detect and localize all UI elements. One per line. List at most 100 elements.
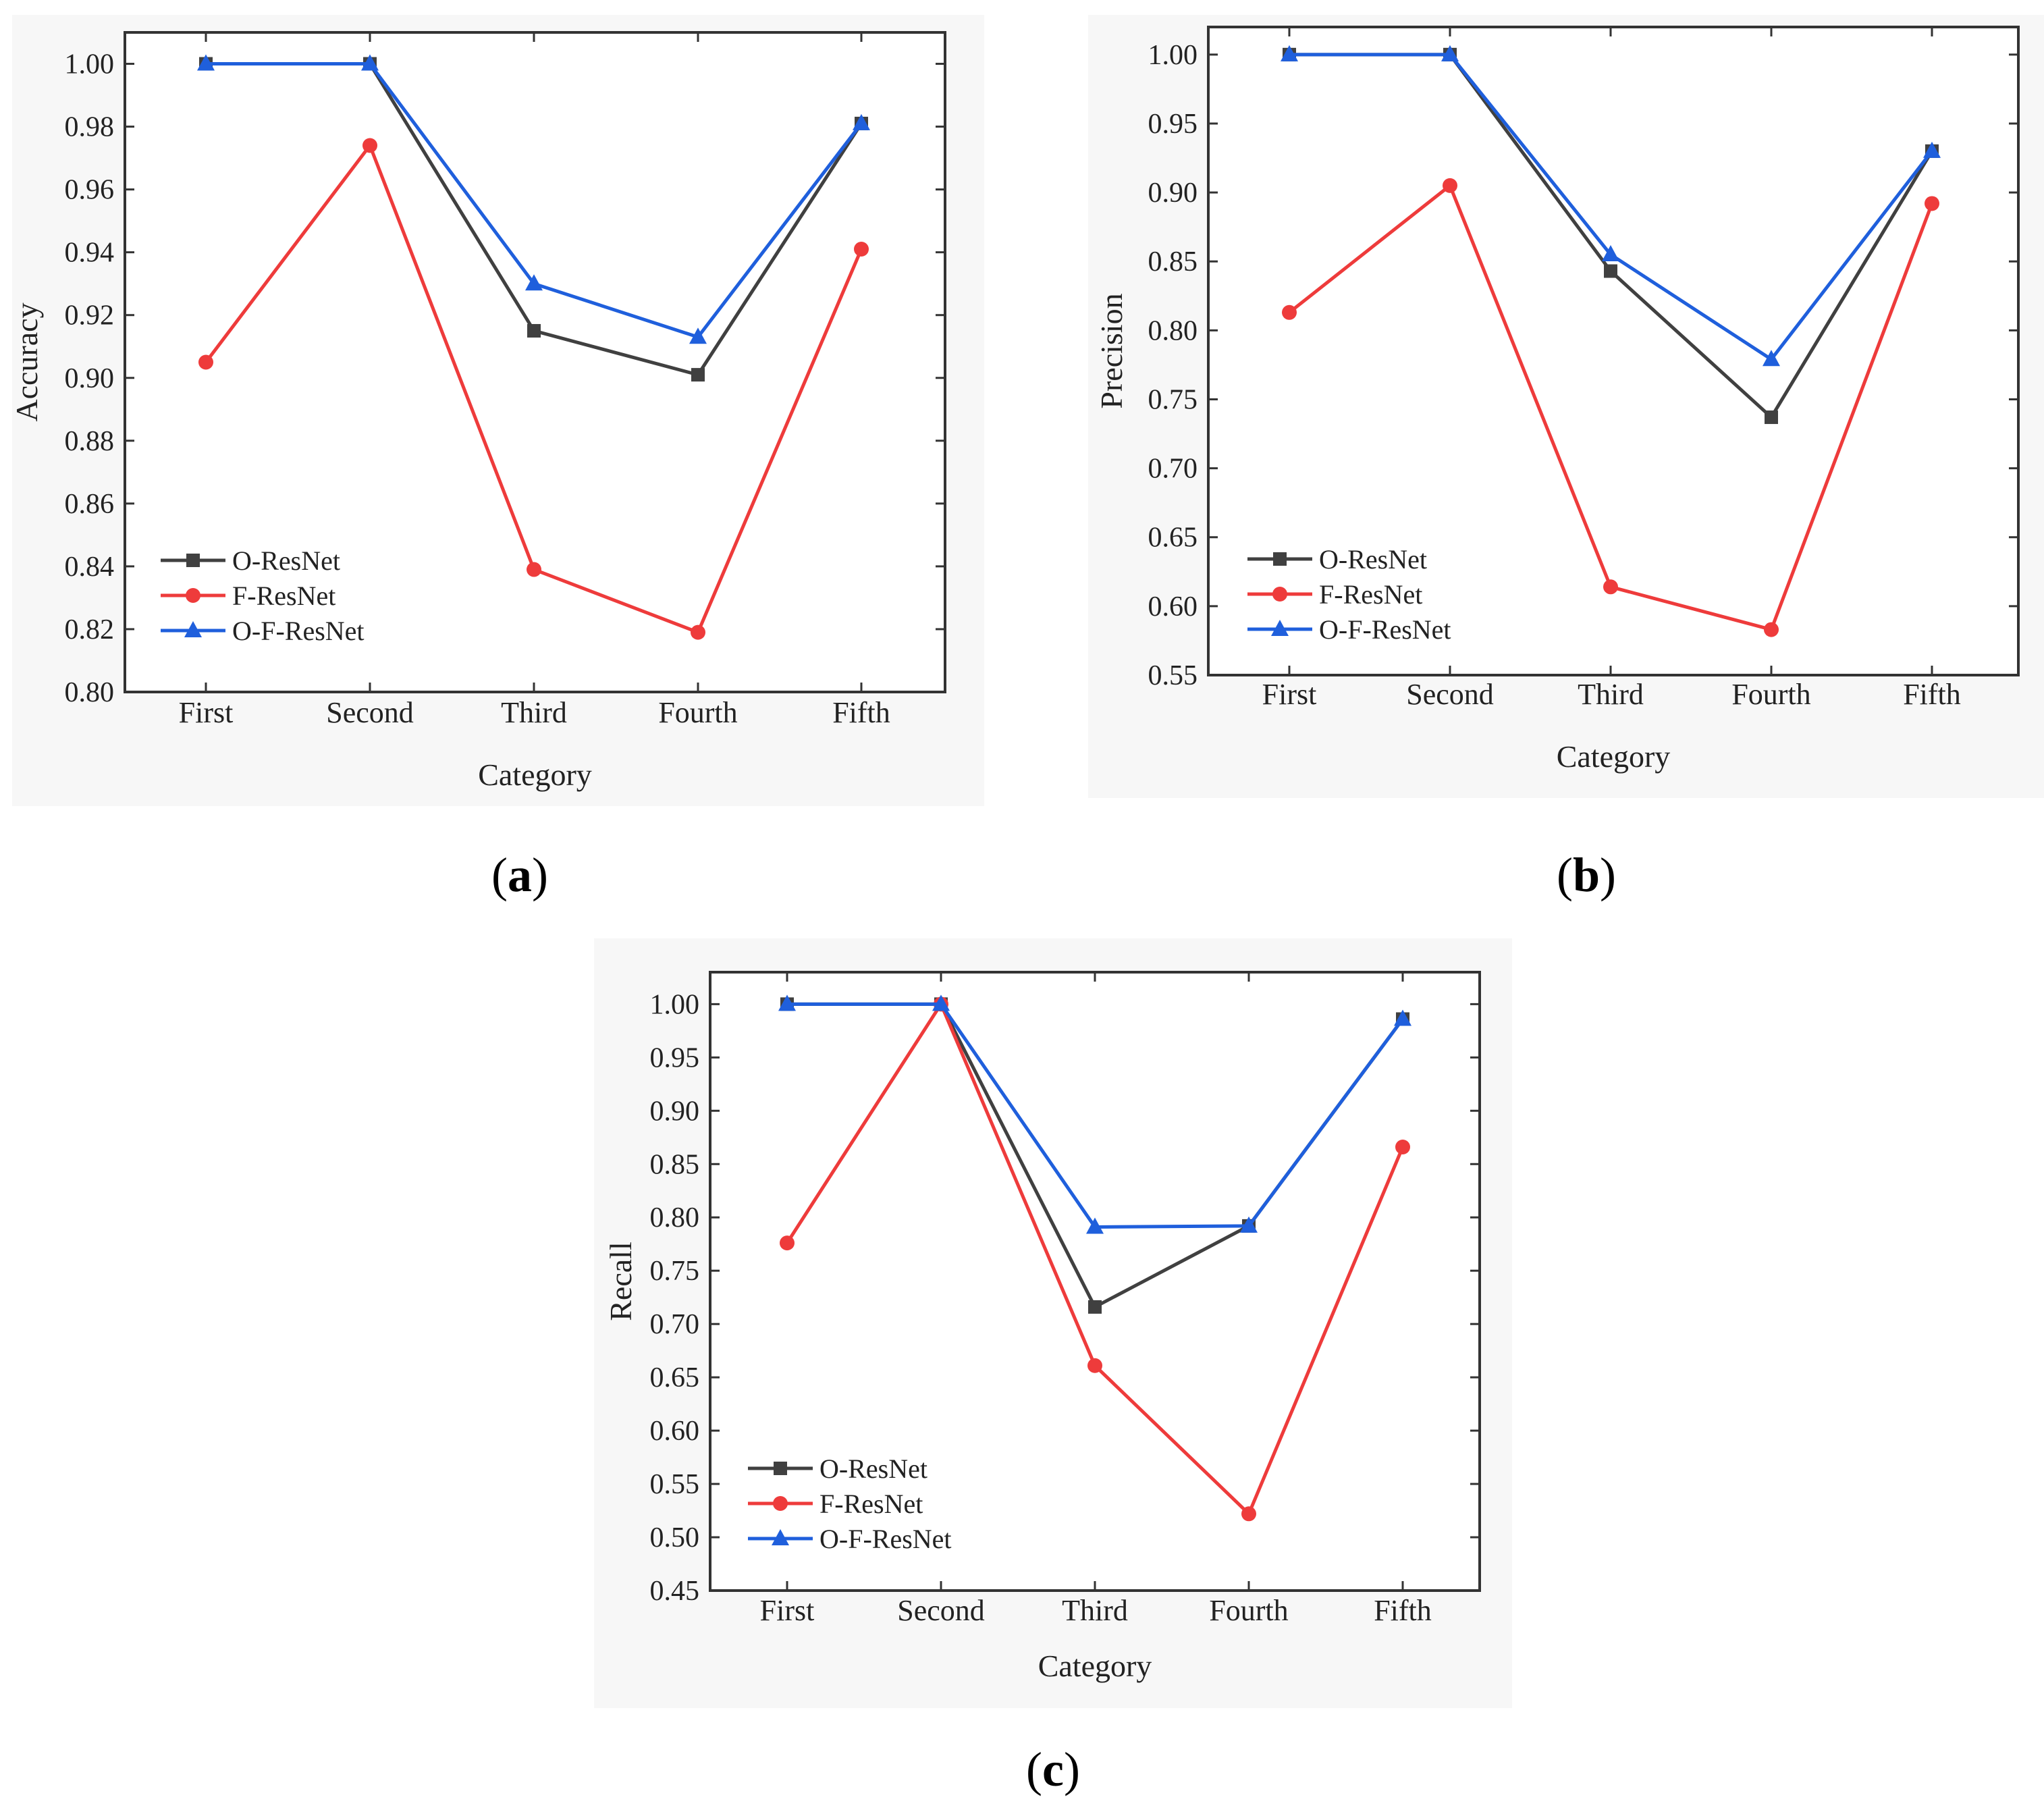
- legend-label: O-ResNet: [1319, 544, 1427, 575]
- legend-label: F-ResNet: [232, 581, 335, 611]
- data-point: [197, 54, 215, 71]
- x-tick-label: Second: [897, 1594, 985, 1627]
- y-tick-label: 0.75: [1148, 384, 1198, 415]
- x-tick-label: First: [179, 696, 234, 729]
- y-tick-label: 0.95: [1148, 109, 1198, 140]
- x-tick-label: Third: [1578, 678, 1644, 711]
- y-tick-label: 0.80: [1148, 315, 1198, 346]
- legend-item: F-ResNet: [748, 1489, 923, 1519]
- legend-marker: [1273, 552, 1287, 566]
- y-axis-title: Accuracy: [9, 302, 44, 421]
- legend-marker: [772, 1529, 789, 1545]
- x-tick-label: Third: [501, 696, 567, 729]
- data-point: [1763, 350, 1780, 367]
- data-point: [1087, 1358, 1102, 1373]
- legend: O-ResNet F-ResNet O-F-ResNet: [748, 1454, 952, 1554]
- x-tick-label: Fifth: [1374, 1594, 1432, 1627]
- plot-frame: [124, 31, 946, 693]
- plot-area: [1208, 27, 2018, 675]
- legend-marker: [186, 588, 200, 603]
- y-tick-label: 0.60: [1148, 591, 1198, 622]
- data-point: [853, 113, 870, 130]
- legend-marker: [1272, 587, 1287, 602]
- data-point: [1925, 196, 1939, 211]
- legend-item: O-ResNet: [161, 545, 340, 576]
- data-point: [780, 1235, 795, 1251]
- data-point: [527, 323, 541, 338]
- y-tick-label: 0.80: [65, 677, 115, 708]
- y-tick-label: 0.50: [650, 1522, 700, 1553]
- legend-label: O-F-ResNet: [232, 616, 365, 646]
- data-point: [854, 242, 869, 257]
- y-tick-label: 0.45: [650, 1576, 700, 1607]
- legend-item: F-ResNet: [161, 581, 335, 611]
- x-tick-label: First: [1262, 678, 1317, 711]
- legend-label: F-ResNet: [1319, 579, 1422, 610]
- legend-marker: [773, 1496, 788, 1511]
- chart-recall: 0.45 0.50 0.55 0.60 0.65 0.70 0.75 0.80 0.85 0.90…: [594, 938, 1512, 1796]
- data-point: [198, 354, 213, 370]
- data-point: [1281, 45, 1298, 61]
- data-point: [1764, 622, 1779, 637]
- panel-label: (b): [1557, 848, 1616, 902]
- legend-item: O-F-ResNet: [161, 616, 365, 646]
- data-point: [1282, 304, 1297, 320]
- data-point: [361, 54, 379, 71]
- legend-label: O-F-ResNet: [1319, 614, 1451, 645]
- data-point: [362, 138, 377, 153]
- y-tick-label: 0.90: [1148, 178, 1198, 209]
- y-tick-label: 0.55: [1148, 660, 1198, 691]
- legend-marker: [184, 621, 202, 637]
- x-tick-label: Second: [1406, 678, 1494, 711]
- x-tick-label: Fourth: [1209, 1594, 1288, 1627]
- y-axis-title: Recall: [603, 1242, 638, 1321]
- y-tick-label: 0.65: [1148, 523, 1198, 554]
- legend-marker: [186, 554, 200, 567]
- legend-item: O-ResNet: [748, 1454, 927, 1484]
- legend: O-ResNet F-ResNet O-F-ResNet: [1247, 544, 1451, 645]
- y-tick-label: 0.80: [650, 1202, 700, 1233]
- y-tick-label: 0.86: [65, 489, 115, 520]
- x-tick-label: Fourth: [658, 696, 737, 729]
- data-point: [525, 274, 543, 291]
- y-tick-label: 0.96: [65, 175, 115, 206]
- y-tick-label: 0.65: [650, 1362, 700, 1393]
- legend-marker: [774, 1462, 787, 1475]
- y-tick-label: 0.95: [650, 1042, 700, 1073]
- data-point: [1394, 1009, 1411, 1026]
- x-tick-label: Fifth: [1903, 678, 1961, 711]
- y-tick-label: 0.84: [65, 552, 115, 583]
- y-tick-label: 0.98: [65, 112, 115, 143]
- data-point: [1241, 1506, 1256, 1522]
- data-point: [691, 368, 705, 382]
- panel-label: (a): [491, 848, 548, 902]
- y-tick-label: 0.90: [650, 1096, 700, 1127]
- data-point: [1441, 45, 1459, 61]
- data-point: [1395, 1140, 1410, 1155]
- y-tick-label: 0.70: [650, 1309, 700, 1340]
- data-point: [1603, 579, 1618, 595]
- data-point: [1923, 141, 1941, 158]
- data-point: [1086, 1217, 1104, 1234]
- series-f-resnet: [198, 138, 869, 640]
- panel-label: (c): [1026, 1742, 1080, 1796]
- plot-area: [710, 972, 1480, 1591]
- y-tick-label: 0.55: [650, 1469, 700, 1500]
- plot-frame: [709, 971, 1481, 1592]
- x-tick-label: Third: [1062, 1594, 1128, 1627]
- x-tick-label: Fourth: [1731, 678, 1810, 711]
- y-axis-title: Precision: [1094, 293, 1129, 408]
- legend-label: O-F-ResNet: [819, 1524, 952, 1554]
- y-tick-label: 0.92: [65, 300, 115, 331]
- data-point: [689, 327, 707, 344]
- y-tick-label: 1.00: [650, 989, 700, 1020]
- series-f-resnet: [1282, 178, 1939, 637]
- x-tick-label: Second: [326, 696, 414, 729]
- legend: O-ResNet F-ResNet O-F-ResNet: [161, 545, 365, 646]
- data-point: [527, 562, 541, 577]
- legend-item: O-F-ResNet: [748, 1524, 952, 1554]
- data-point: [691, 624, 705, 640]
- y-tick-label: 0.85: [650, 1149, 700, 1180]
- data-point: [1088, 1300, 1102, 1314]
